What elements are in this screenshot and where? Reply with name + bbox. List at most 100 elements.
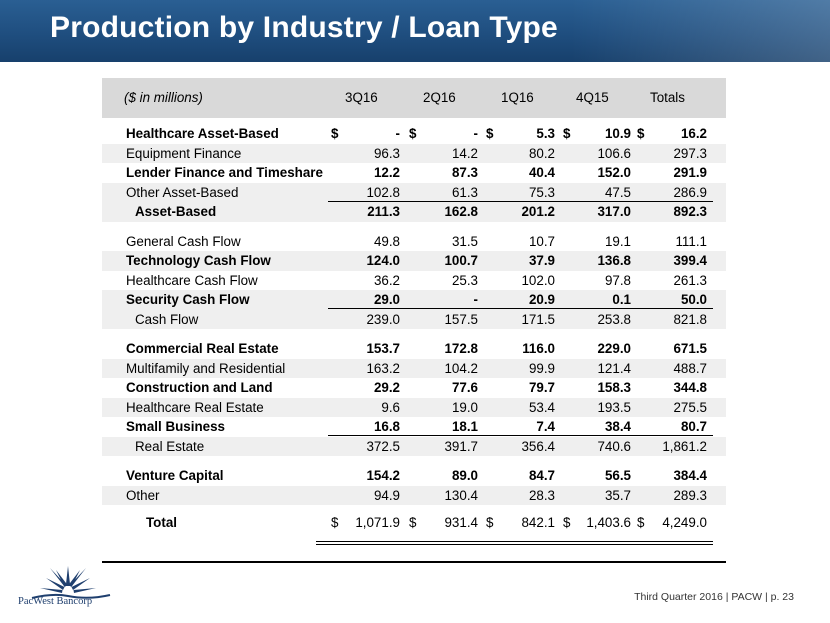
page-title: Production by Industry / Loan Type <box>50 11 558 44</box>
table-row: Equipment Finance 96.3 14.2 80.2 106.6 297.3 <box>102 143 726 163</box>
table-row: Security Cash Flow 29.0 - 20.9 0.1 50.0 <box>102 290 726 310</box>
cell-value: 291.9 <box>673 165 707 180</box>
row-gap <box>102 222 726 232</box>
table-row: Venture Capital 154.2 89.0 84.7 56.5 384.4 <box>102 466 726 486</box>
sum-underline <box>483 435 561 436</box>
sum-underline <box>328 200 406 202</box>
cell-value: 130.4 <box>444 487 478 503</box>
cell-value: 399.4 <box>673 253 707 268</box>
sum-underline <box>483 200 561 202</box>
cell-value: 47.5 <box>604 184 631 200</box>
table-row: Other Asset-Based 102.8 61.3 75.3 47.5 286.9 <box>102 182 726 202</box>
row-label: Healthcare Asset-Based <box>126 126 279 141</box>
row-label: Other <box>126 487 160 503</box>
cell-value: 152.0 <box>597 165 631 180</box>
table-row: Construction and Land 29.2 77.6 79.7 158.3 34… <box>102 378 726 398</box>
table-row: Lender Finance and Timeshare 12.2 87.3 40.4… <box>102 163 726 183</box>
total-row: Total $1,071.9 $931.4 $842.1 $1,403.6 $4,249… <box>102 505 726 545</box>
cell-value: 61.3 <box>451 184 478 200</box>
cell-value: 344.8 <box>673 380 707 395</box>
table-row: Small Business 16.8 18.1 7.4 38.4 80.7 <box>102 417 726 437</box>
currency-symbol: $ <box>409 126 417 141</box>
cell-value: 372.5 <box>366 438 400 454</box>
cell-value: 9.6 <box>381 399 400 415</box>
cell-value: 99.9 <box>528 360 555 376</box>
cell-value: 80.7 <box>680 419 707 434</box>
row-label: Venture Capital <box>126 468 224 483</box>
total-label: Total <box>146 515 177 530</box>
cell-value: 163.2 <box>366 360 400 376</box>
sum-underline <box>328 435 406 436</box>
table-row: Commercial Real Estate 153.7 172.8 116.0 229… <box>102 339 726 359</box>
table-row: General Cash Flow 49.8 31.5 10.7 19.1 111.1 <box>102 232 726 252</box>
cell-value: 19.1 <box>604 233 631 249</box>
cell-value: 53.4 <box>528 399 555 415</box>
cell-value: 75.3 <box>528 184 555 200</box>
row-gap <box>102 329 726 339</box>
table-header: ($ in millions) 3Q16 2Q16 1Q16 4Q15 Tota… <box>102 78 726 118</box>
cell-value: - <box>473 126 478 141</box>
subtotal-row: Asset-Based 211.3 162.8 201.2 317.0 892.3 <box>102 202 726 222</box>
title-bar: Production by Industry / Loan Type <box>0 0 830 62</box>
cell-value: 384.4 <box>673 468 707 483</box>
sum-underline <box>635 308 713 309</box>
total-value: 842.1 <box>521 515 555 530</box>
double-underline <box>623 541 713 545</box>
cell-value: 275.5 <box>673 399 707 415</box>
cell-value: 10.9 <box>604 126 631 141</box>
table-row: Multifamily and Residential 163.2 104.2 99.… <box>102 358 726 378</box>
currency-symbol: $ <box>637 126 645 141</box>
cell-value: 171.5 <box>521 311 555 327</box>
table-row: Healthcare Real Estate 9.6 19.0 53.4 193.5 27… <box>102 397 726 417</box>
cell-value: 1,861.2 <box>662 438 707 454</box>
page-footer: Third Quarter 2016 | PACW | p. 23 <box>634 591 794 603</box>
sum-underline <box>328 308 406 309</box>
cell-value: 102.0 <box>521 272 555 288</box>
sum-underline <box>559 200 637 202</box>
sum-underline <box>406 200 484 202</box>
cell-value: 391.7 <box>444 438 478 454</box>
cell-value: 80.2 <box>528 145 555 161</box>
row-label: Commercial Real Estate <box>126 341 279 356</box>
cell-value: 671.5 <box>673 341 707 356</box>
cell-value: 116.0 <box>522 341 555 356</box>
cell-value: 102.8 <box>366 184 400 200</box>
cell-value: 154.2 <box>366 468 400 483</box>
sum-underline <box>635 200 713 202</box>
column-header: 1Q16 <box>501 90 534 105</box>
cell-value: 158.3 <box>597 380 631 395</box>
total-value: 4,249.0 <box>662 515 707 530</box>
units-caption: ($ in millions) <box>124 90 203 105</box>
cell-value: 25.3 <box>451 272 478 288</box>
currency-symbol: $ <box>637 515 645 530</box>
cell-value: 12.2 <box>373 165 400 180</box>
cell-value: 28.3 <box>528 487 555 503</box>
table-row: Technology Cash Flow 124.0 100.7 37.9 136.8 3… <box>102 251 726 271</box>
cell-value: - <box>395 126 400 141</box>
cell-value: 297.3 <box>673 145 707 161</box>
cell-value: 892.3 <box>673 204 707 219</box>
cell-value: 89.0 <box>451 468 478 483</box>
cell-value: 172.8 <box>444 341 478 356</box>
cell-value: 40.4 <box>528 165 555 180</box>
column-header: 4Q15 <box>576 90 609 105</box>
table-row: Healthcare Asset-Based $ - $ - $5.3 $10.9 $16.2 <box>102 124 726 144</box>
cell-value: 84.7 <box>528 468 555 483</box>
cell-value: 5.3 <box>536 126 555 141</box>
cell-value: 201.2 <box>521 204 555 219</box>
cell-value: 162.8 <box>444 204 478 219</box>
row-label: Small Business <box>126 419 225 434</box>
currency-symbol: $ <box>331 126 339 141</box>
row-label: Equipment Finance <box>126 145 242 161</box>
double-underline <box>471 541 561 545</box>
currency-symbol: $ <box>563 126 571 141</box>
cell-value: 157.5 <box>444 311 478 327</box>
sum-underline <box>559 435 637 436</box>
row-label: Construction and Land <box>126 380 273 395</box>
cell-value: 286.9 <box>673 184 707 200</box>
row-label: Healthcare Cash Flow <box>126 272 258 288</box>
column-header: 2Q16 <box>423 90 456 105</box>
bottom-rule <box>102 561 726 563</box>
cell-value: 229.0 <box>597 341 631 356</box>
table-row: Other 94.9 130.4 28.3 35.7 289.3 <box>102 485 726 505</box>
